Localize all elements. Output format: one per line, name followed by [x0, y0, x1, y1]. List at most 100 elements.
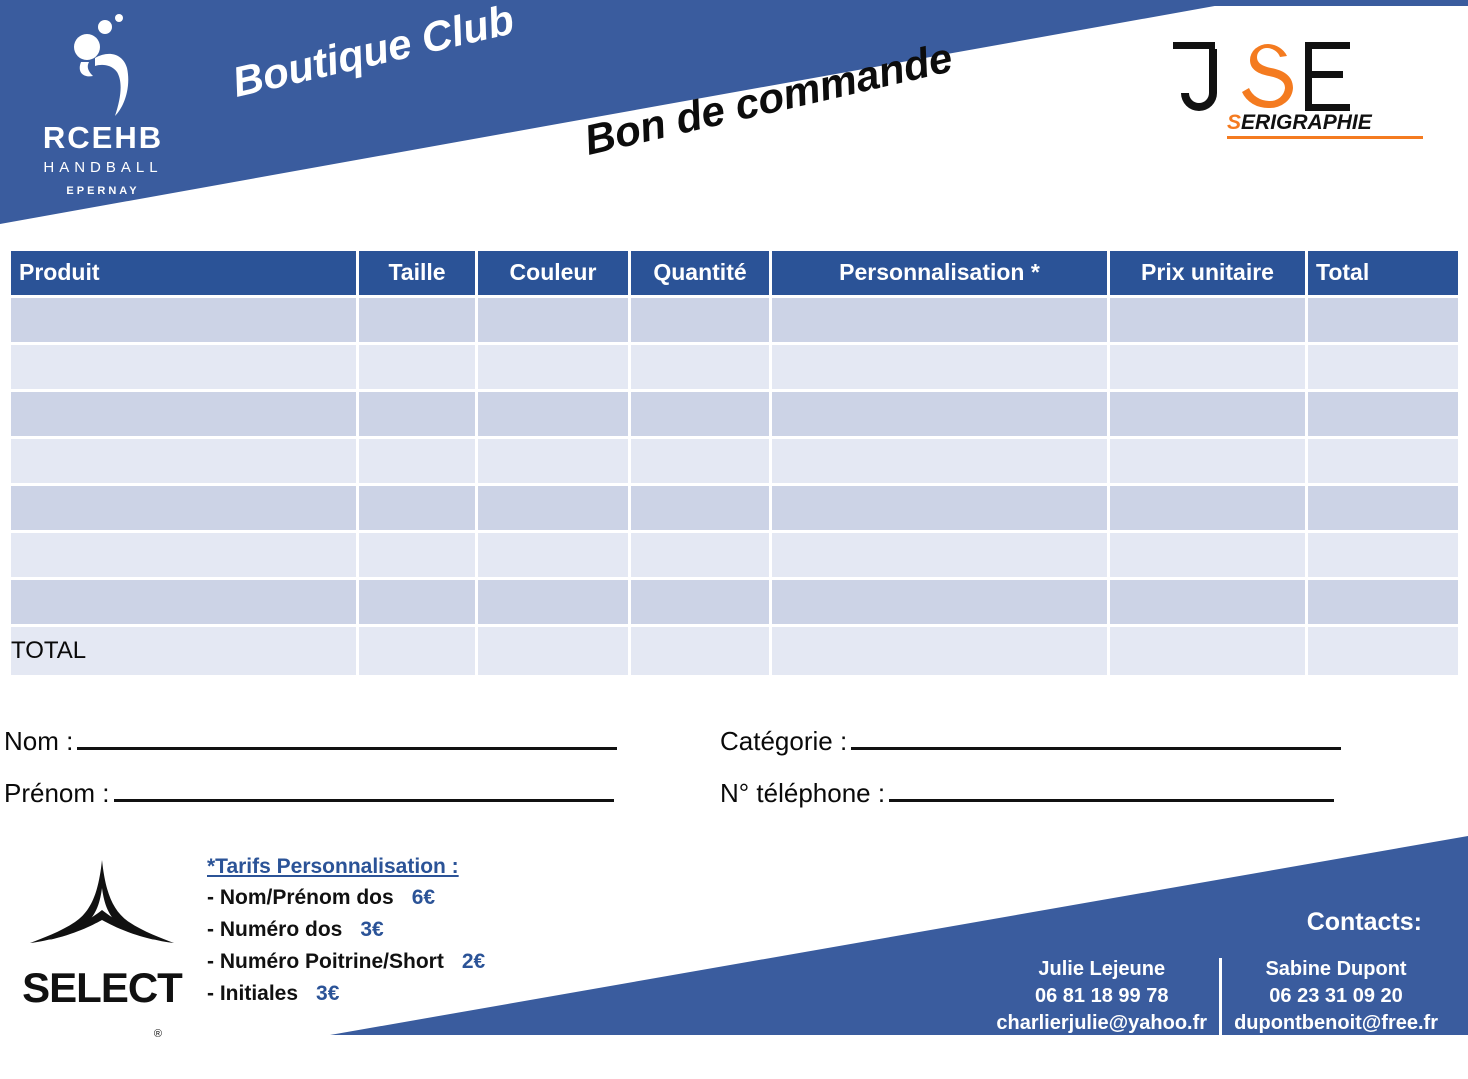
cell-taille[interactable] [359, 439, 475, 483]
header-top-strip [0, 0, 1468, 6]
cell-produit[interactable] [11, 580, 356, 624]
field-nom-label: Nom : [4, 726, 74, 756]
cell-prix-unitaire[interactable] [1110, 298, 1305, 342]
cell-produit[interactable] [11, 345, 356, 389]
contacts-divider [1219, 958, 1223, 1035]
contact-email[interactable]: charlierjulie@yahoo.fr [996, 1012, 1208, 1034]
total-cell-couleur[interactable] [478, 627, 628, 675]
jse-letters-icon [1165, 38, 1425, 116]
tarif-price: 3€ [360, 918, 384, 941]
cell-taille[interactable] [359, 392, 475, 436]
cell-total[interactable] [1308, 298, 1458, 342]
cell-couleur[interactable] [478, 345, 628, 389]
table-row [11, 580, 1458, 624]
table-row [11, 345, 1458, 389]
field-telephone-label: N° téléphone : [720, 778, 886, 808]
contact-phone[interactable]: 06 23 31 09 20 [1269, 985, 1403, 1007]
column-header-produit: Produit [11, 251, 356, 295]
cell-produit[interactable] [11, 486, 356, 530]
cell-quantite[interactable] [631, 533, 769, 577]
cell-prix-unitaire[interactable] [1110, 392, 1305, 436]
contact-email[interactable]: dupontbenoit@free.fr [1234, 1012, 1438, 1034]
cell-quantite[interactable] [631, 439, 769, 483]
cell-personnalisation[interactable] [772, 580, 1107, 624]
cell-couleur[interactable] [478, 439, 628, 483]
cell-total[interactable] [1308, 580, 1458, 624]
cell-prix-unitaire[interactable] [1110, 345, 1305, 389]
column-header-couleur: Couleur [478, 251, 628, 295]
tarif-label: - Initiales [207, 982, 299, 1005]
cell-personnalisation[interactable] [772, 439, 1107, 483]
field-prenom: Prénom : [4, 778, 614, 809]
field-categorie-label: Catégorie : [720, 726, 848, 756]
cell-prix-unitaire[interactable] [1110, 439, 1305, 483]
cell-total[interactable] [1308, 486, 1458, 530]
cell-taille[interactable] [359, 345, 475, 389]
cell-prix-unitaire[interactable] [1110, 580, 1305, 624]
tarif-price: 3€ [316, 982, 340, 1005]
cell-personnalisation[interactable] [772, 345, 1107, 389]
cell-produit[interactable] [11, 533, 356, 577]
partner-subtitle-rest: ERIGRAPHIE [1241, 111, 1372, 134]
contact-phone[interactable]: 06 81 18 99 78 [1034, 985, 1169, 1007]
partner-logo-subtitle: SERIGRAPHIE [1227, 111, 1372, 135]
cell-taille[interactable] [359, 580, 475, 624]
cell-produit[interactable] [11, 439, 356, 483]
cell-produit[interactable] [11, 298, 356, 342]
club-sport: HANDBALL [43, 159, 163, 176]
contact-sabine-dupont: Sabine Dupont 06 23 31 09 20 dupontbenoi… [1222, 956, 1450, 1037]
cell-personnalisation[interactable] [772, 392, 1107, 436]
column-header-total: Total [1308, 251, 1458, 295]
club-logo: RCEHB HANDBALL EPERNAY [18, 10, 188, 200]
categorie-input[interactable] [851, 727, 1342, 750]
field-nom: Nom : [4, 726, 618, 757]
brand-logo-select: SELECT ® [22, 858, 183, 1048]
telephone-input[interactable] [889, 779, 1335, 802]
total-cell-quantite[interactable] [631, 627, 769, 675]
cell-quantite[interactable] [631, 486, 769, 530]
cell-personnalisation[interactable] [772, 486, 1107, 530]
total-cell-personnalisation[interactable] [772, 627, 1107, 675]
cell-couleur[interactable] [478, 392, 628, 436]
contacts-block: Julie Lejeune 06 81 18 99 78 charlierjul… [984, 956, 1450, 1037]
order-table: Produit Taille Couleur Quantité Personna… [8, 248, 1461, 678]
cell-total[interactable] [1308, 392, 1458, 436]
tarif-label: - Numéro dos [207, 918, 343, 941]
cell-produit[interactable] [11, 392, 356, 436]
cell-total[interactable] [1308, 439, 1458, 483]
cell-taille[interactable] [359, 298, 475, 342]
prenom-input[interactable] [113, 779, 614, 802]
cell-couleur[interactable] [478, 533, 628, 577]
tarif-price: 6€ [411, 886, 436, 909]
contact-name: Sabine Dupont [1265, 958, 1407, 980]
total-cell-prix-unitaire[interactable] [1110, 627, 1305, 675]
cell-total[interactable] [1308, 345, 1458, 389]
tarif-price: 2€ [461, 950, 486, 973]
cell-couleur[interactable] [478, 298, 628, 342]
total-cell-taille[interactable] [359, 627, 475, 675]
cell-quantite[interactable] [631, 345, 769, 389]
nom-input[interactable] [77, 727, 618, 750]
cell-total[interactable] [1308, 533, 1458, 577]
table-row [11, 298, 1458, 342]
cell-couleur[interactable] [478, 486, 628, 530]
select-registered-mark: ® [153, 1028, 162, 1040]
cell-couleur[interactable] [478, 580, 628, 624]
tarifs-title: *Tarifs Personnalisation : [207, 855, 459, 878]
table-body: TOTAL [11, 298, 1458, 675]
cell-prix-unitaire[interactable] [1110, 486, 1305, 530]
cell-taille[interactable] [359, 486, 475, 530]
partner-logo-underline [1227, 136, 1423, 139]
cell-quantite[interactable] [631, 298, 769, 342]
cell-quantite[interactable] [631, 392, 769, 436]
cell-taille[interactable] [359, 533, 475, 577]
cell-personnalisation[interactable] [772, 533, 1107, 577]
partner-logo-jse: SERIGRAPHIE [1165, 38, 1425, 153]
total-cell-total[interactable] [1308, 627, 1458, 675]
table-row [11, 392, 1458, 436]
cell-quantite[interactable] [631, 580, 769, 624]
cell-personnalisation[interactable] [772, 298, 1107, 342]
cell-prix-unitaire[interactable] [1110, 533, 1305, 577]
tarif-label: - Numéro Poitrine/Short [207, 950, 444, 973]
